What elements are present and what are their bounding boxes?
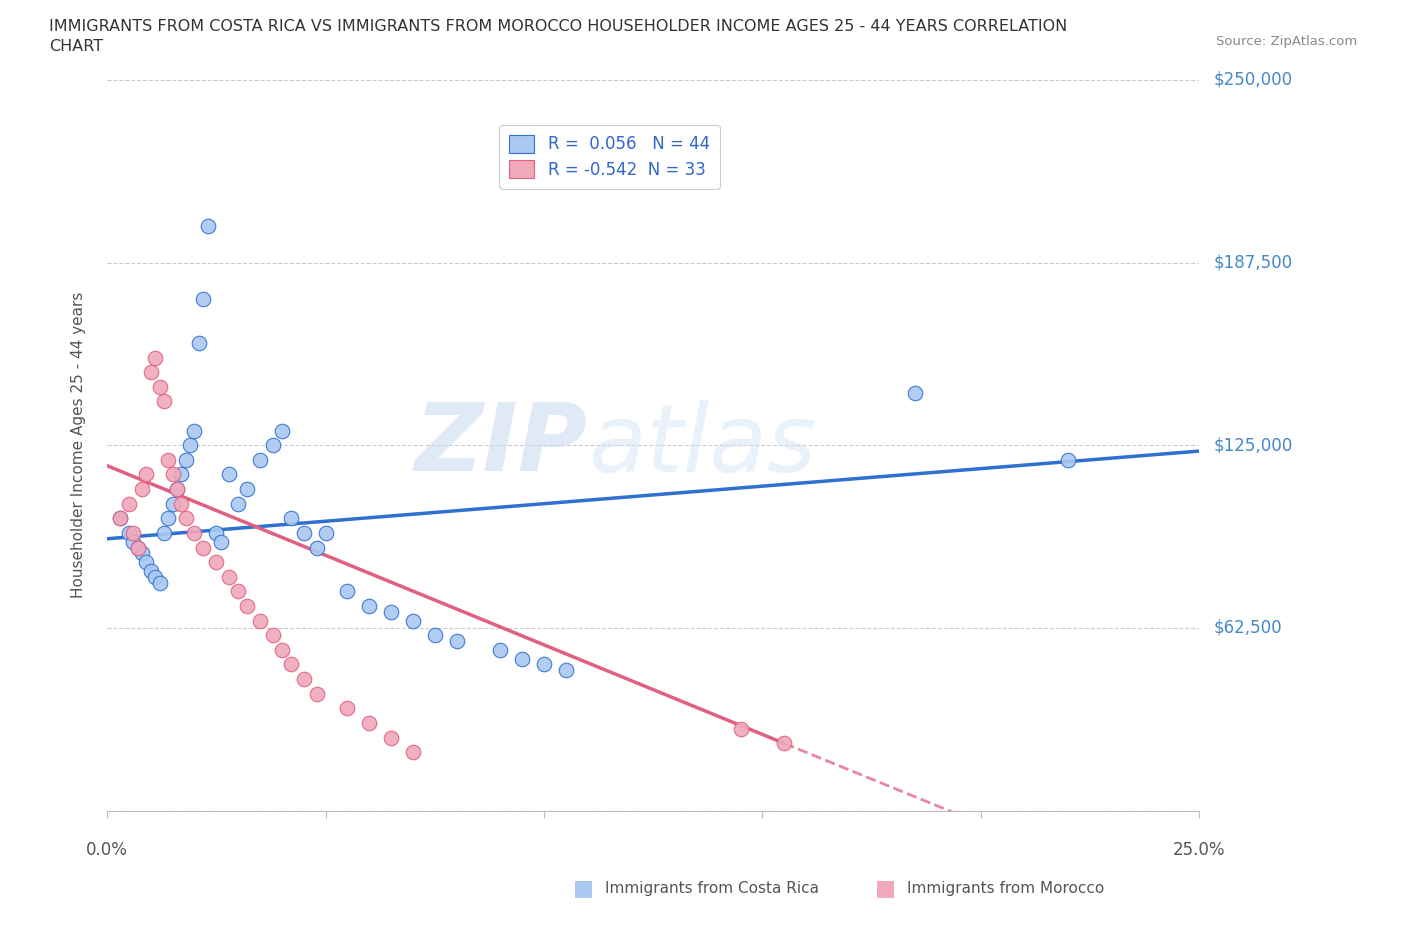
Point [262, 628, 284, 643]
Point [153, 525, 176, 540]
Text: $62,500: $62,500 [1213, 619, 1282, 637]
Point [336, 701, 359, 716]
Point [205, 525, 228, 540]
Point [174, 511, 197, 525]
Y-axis label: Householder Income Ages 25 - 44 years: Householder Income Ages 25 - 44 years [72, 292, 86, 598]
Point [402, 745, 425, 760]
Point [122, 534, 145, 549]
Point [292, 525, 315, 540]
Point [402, 613, 425, 628]
Text: $250,000: $250,000 [1213, 71, 1292, 88]
Point [205, 554, 228, 569]
Point [135, 467, 157, 482]
Point [280, 657, 302, 671]
Point [131, 546, 153, 561]
Text: 0.0%: 0.0% [86, 842, 128, 859]
Text: ■: ■ [574, 878, 593, 898]
Point [108, 511, 131, 525]
Point [139, 564, 162, 578]
Point [904, 385, 927, 400]
Point [162, 467, 184, 482]
Point [108, 511, 131, 525]
Text: Source: ZipAtlas.com: Source: ZipAtlas.com [1216, 35, 1357, 48]
Point [533, 657, 555, 671]
Point [236, 482, 259, 497]
Text: $187,500: $187,500 [1213, 254, 1292, 272]
Text: Immigrants from Costa Rica: Immigrants from Costa Rica [605, 881, 818, 896]
Point [118, 525, 141, 540]
Point [135, 554, 157, 569]
Point [118, 497, 141, 512]
Point [170, 497, 193, 512]
Point [280, 511, 302, 525]
Point [554, 663, 576, 678]
Point [270, 643, 292, 658]
Legend: R =  0.056   N = 44, R = -0.542  N = 33: R = 0.056 N = 44, R = -0.542 N = 33 [499, 125, 720, 189]
Point [359, 599, 381, 614]
Point [183, 525, 205, 540]
Point [315, 525, 337, 540]
Point [359, 715, 381, 730]
Point [166, 482, 188, 497]
Point [218, 467, 240, 482]
Point [489, 643, 512, 658]
Text: $125,000: $125,000 [1213, 436, 1292, 454]
Point [292, 671, 315, 686]
Point [510, 651, 533, 666]
Point [209, 534, 232, 549]
Point [143, 350, 166, 365]
Point [166, 482, 188, 497]
Point [218, 569, 240, 584]
Point [157, 452, 180, 467]
Point [162, 497, 184, 512]
Point [153, 394, 176, 409]
Point [1057, 452, 1080, 467]
Point [139, 365, 162, 379]
Text: ZIP: ZIP [415, 399, 588, 491]
Point [773, 736, 796, 751]
Point [249, 452, 271, 467]
Point [148, 575, 170, 590]
Point [183, 423, 205, 438]
Text: CHART: CHART [49, 39, 103, 54]
Point [446, 633, 468, 648]
Text: atlas: atlas [588, 400, 815, 491]
Point [305, 686, 328, 701]
Point [730, 722, 752, 737]
Point [187, 336, 209, 351]
Point [193, 292, 215, 307]
Point [157, 511, 180, 525]
Point [262, 438, 284, 453]
Point [193, 540, 215, 555]
Text: IMMIGRANTS FROM COSTA RICA VS IMMIGRANTS FROM MOROCCO HOUSEHOLDER INCOME AGES 25: IMMIGRANTS FROM COSTA RICA VS IMMIGRANTS… [49, 19, 1067, 33]
Point [249, 613, 271, 628]
Point [197, 219, 219, 233]
Point [131, 482, 153, 497]
Point [143, 569, 166, 584]
Point [305, 540, 328, 555]
Point [127, 540, 149, 555]
Point [380, 730, 402, 745]
Point [148, 379, 170, 394]
Point [226, 497, 249, 512]
Point [270, 423, 292, 438]
Point [170, 467, 193, 482]
Point [179, 438, 201, 453]
Text: ■: ■ [876, 878, 896, 898]
Point [380, 604, 402, 619]
Point [336, 584, 359, 599]
Text: Immigrants from Morocco: Immigrants from Morocco [907, 881, 1104, 896]
Point [226, 584, 249, 599]
Point [122, 525, 145, 540]
Text: 25.0%: 25.0% [1173, 842, 1226, 859]
Point [423, 628, 446, 643]
Point [236, 599, 259, 614]
Point [174, 452, 197, 467]
Point [127, 540, 149, 555]
